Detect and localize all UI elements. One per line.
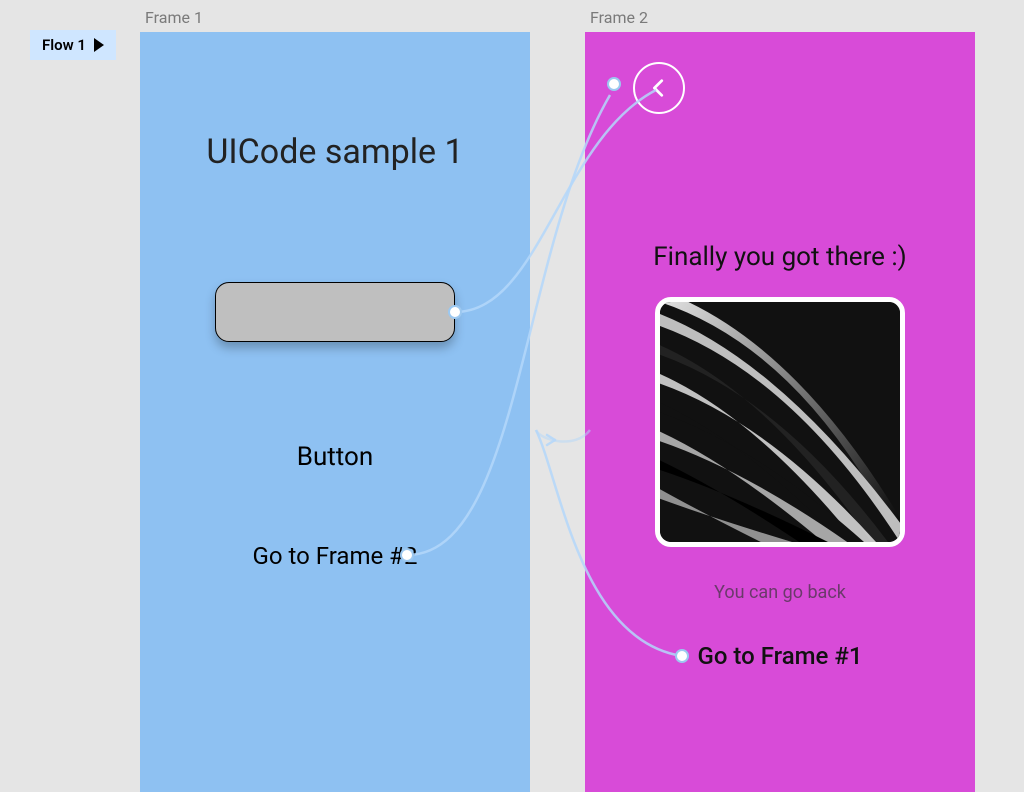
frame1-label[interactable]: Frame 1 — [145, 8, 203, 27]
go-to-frame2-link[interactable]: Go to Frame #2 — [140, 542, 530, 570]
frame2-label[interactable]: Frame 2 — [590, 8, 648, 27]
frame1-title: UICode sample 1 — [140, 132, 530, 172]
design-canvas[interactable]: Flow 1 Frame 1 Frame 2 UICode sample 1 B… — [0, 0, 1024, 792]
back-button[interactable] — [633, 62, 685, 114]
play-icon — [94, 38, 104, 52]
frame2-title: Finally you got there :) — [585, 242, 975, 272]
connector-node[interactable] — [448, 305, 462, 319]
flow-badge[interactable]: Flow 1 — [30, 30, 116, 60]
connector-node[interactable] — [607, 77, 621, 91]
button-label-text: Button — [140, 442, 530, 472]
flow-label: Flow 1 — [42, 36, 86, 54]
sample-button-rect[interactable] — [215, 282, 455, 342]
go-to-frame1-link[interactable]: Go to Frame #1 — [585, 642, 975, 670]
chevron-left-icon — [648, 77, 670, 99]
connector-node[interactable] — [400, 548, 414, 562]
frame-1[interactable]: UICode sample 1 Button Go to Frame #2 — [140, 32, 530, 792]
frame-2[interactable]: Finally you got there :) — [585, 32, 975, 792]
decorative-image — [655, 297, 905, 547]
connector-node[interactable] — [675, 649, 689, 663]
frame2-subtext: You can go back — [585, 582, 975, 603]
